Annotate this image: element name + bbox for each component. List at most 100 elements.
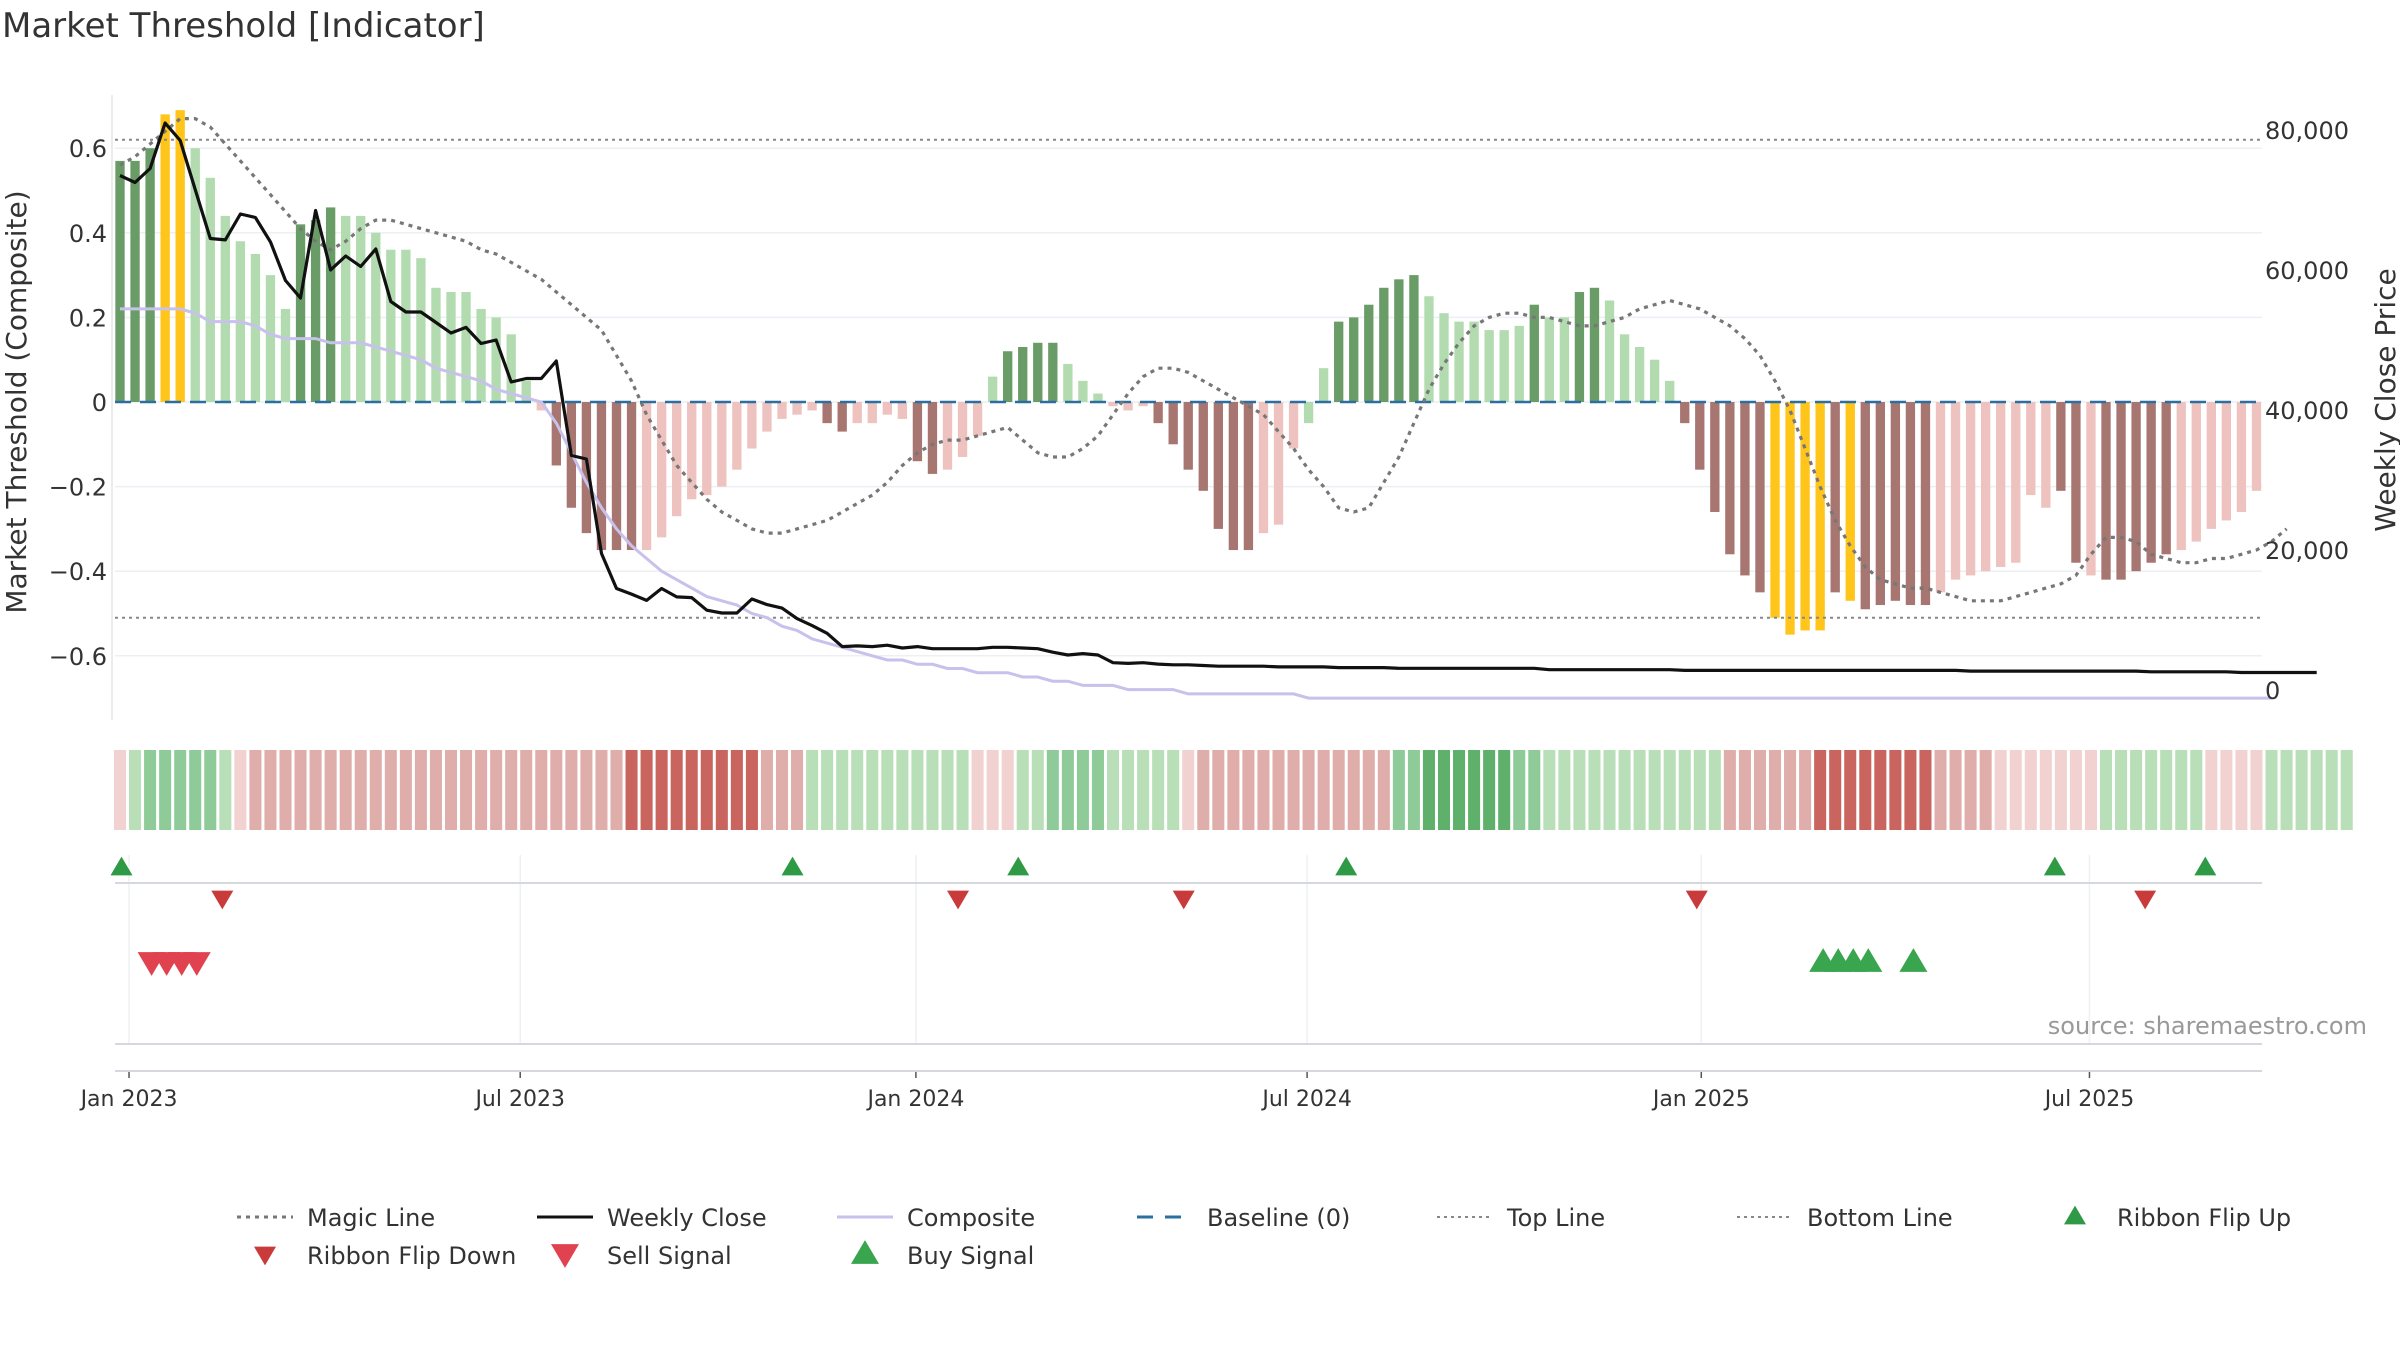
composite-bar	[265, 275, 276, 402]
ribbon-cell	[129, 750, 142, 830]
composite-bar	[1634, 347, 1645, 402]
ribbon-cell	[625, 750, 638, 830]
composite-bar	[1725, 402, 1735, 555]
y-tick-label: −0.6	[49, 643, 107, 671]
signal-panels	[110, 856, 2217, 976]
composite-bar	[732, 402, 742, 470]
ribbon-cell	[1904, 750, 1917, 830]
ribbon-cell	[730, 750, 743, 830]
ribbon-cell	[174, 750, 187, 830]
ribbon-cell	[204, 750, 217, 830]
ribbon-cell	[1257, 750, 1270, 830]
composite-bar	[1288, 402, 1299, 449]
ribbon-cell	[1287, 750, 1300, 830]
composite-bar	[1484, 330, 1494, 402]
composite-bar	[431, 287, 441, 402]
axes: 0.6 0.4 0.2 0 −0.2 −0.4 −0.6 80,000 60,000 40,000…	[49, 95, 2349, 1112]
composite-bar	[386, 249, 396, 402]
ribbon-cell	[1152, 750, 1165, 830]
ribbon-cell	[1874, 750, 1887, 830]
composite-bar	[1800, 402, 1810, 631]
composite-bar	[1183, 402, 1193, 470]
ribbon-cell	[264, 750, 277, 830]
composite-bar	[1213, 402, 1223, 529]
legend-item: Ribbon Flip Up	[2064, 1204, 2291, 1232]
composite-bar	[1108, 402, 1118, 407]
ribbon-cell	[986, 750, 999, 830]
ribbon-cell	[414, 750, 427, 830]
ribbon-cell	[685, 750, 698, 830]
composite-bar	[1665, 380, 1675, 402]
ribbon-cell	[279, 750, 292, 830]
x-tick-label: Jul 2024	[1260, 1087, 1352, 1112]
ribbon-cell	[2130, 750, 2143, 830]
ribbon-cell	[520, 750, 533, 830]
magic-line	[119, 116, 2288, 603]
composite-bar	[1033, 342, 1043, 402]
ribbon-cell	[1994, 750, 2007, 830]
composite-bar	[2131, 402, 2141, 572]
y-tick-label: 0.2	[69, 304, 107, 332]
ribbon-cell	[1392, 750, 1405, 830]
ribbon-cell	[1844, 750, 1857, 830]
legend-item: Weekly Close	[537, 1204, 767, 1232]
composite-bar	[1980, 402, 1991, 572]
composite-bar	[641, 402, 652, 551]
composite-bar	[942, 402, 953, 470]
composite-bar	[2026, 402, 2036, 496]
composite-bars	[115, 110, 2262, 635]
ribbon-cell	[1197, 750, 1210, 830]
composite-bar	[2146, 402, 2156, 563]
ribbon-cell	[2280, 750, 2293, 830]
composite-bar	[1649, 359, 1660, 402]
ribbon-cell	[189, 750, 202, 830]
x-tick-label: Jan 2024	[865, 1087, 964, 1112]
ribbon-cell	[1964, 750, 1977, 830]
composite-bar	[1830, 402, 1840, 593]
legend-label: Ribbon Flip Down	[307, 1242, 516, 1270]
composite-bar	[2176, 402, 2186, 551]
ribbon-cell	[1422, 750, 1435, 830]
ribbon-cell	[1106, 750, 1120, 830]
ribbon-cell	[1407, 750, 1420, 830]
composite-bar	[2206, 402, 2216, 529]
composite-bar	[536, 402, 546, 411]
composite-bar	[777, 402, 787, 419]
composite-bar	[2236, 402, 2247, 512]
ribbon-cell	[2009, 750, 2022, 830]
composite-bar	[822, 402, 832, 424]
composite-bar	[2056, 402, 2066, 491]
composite-bar	[837, 402, 847, 432]
ribbon-cell	[715, 750, 728, 830]
ribbon-cell	[2099, 750, 2113, 830]
composite-bar	[1243, 402, 1254, 551]
composite-bar	[1198, 402, 1208, 491]
ribbon-cell	[444, 750, 458, 830]
ribbon-cell	[700, 750, 713, 830]
ribbon-cell	[2235, 750, 2248, 830]
ribbon-cell	[926, 750, 939, 830]
composite-bar	[175, 110, 185, 402]
composite-bar	[1514, 325, 1524, 402]
ribbon-cell	[460, 750, 473, 830]
composite-bar	[2041, 402, 2051, 508]
ribbon-cell	[1693, 750, 1706, 830]
ribbon-cell	[1678, 750, 1691, 830]
ribbon-cell	[2145, 750, 2158, 830]
weekly-close-line	[119, 121, 2317, 675]
composite-bar	[867, 402, 877, 424]
composite-bar	[1935, 402, 1946, 593]
ribbon-cell	[113, 750, 127, 830]
ribbon-cell	[294, 750, 307, 830]
composite-bar	[280, 308, 291, 402]
composite-bar	[1695, 402, 1705, 470]
composite-bar	[1469, 321, 1479, 402]
composite-bar	[1018, 347, 1028, 402]
ribbon-cell	[1076, 750, 1089, 830]
ribbon-cell	[1513, 750, 1526, 830]
legend-label: Magic Line	[307, 1204, 435, 1232]
composite-bar	[1604, 300, 1615, 402]
composite-bar	[987, 376, 998, 402]
composite-bar	[1364, 304, 1374, 402]
